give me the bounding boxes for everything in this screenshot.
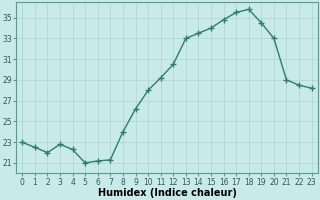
X-axis label: Humidex (Indice chaleur): Humidex (Indice chaleur)	[98, 188, 236, 198]
